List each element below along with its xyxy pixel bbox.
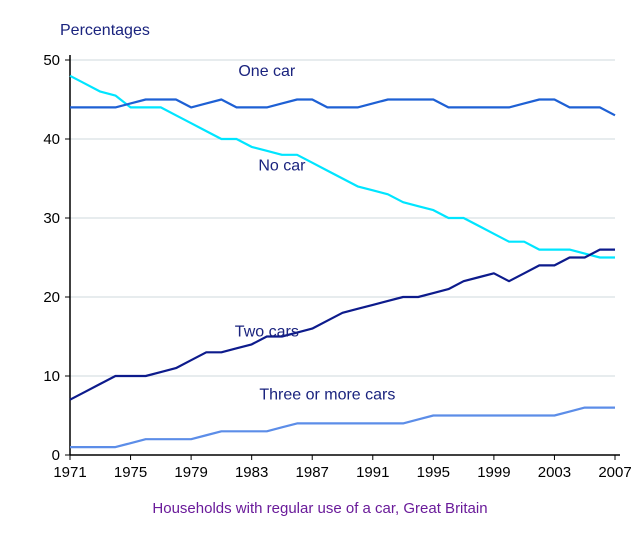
series-three-or-more-cars bbox=[70, 408, 615, 448]
x-tick-label: 1991 bbox=[356, 464, 389, 481]
series-label-two-cars: Two cars bbox=[235, 324, 299, 341]
y-axis-title: Percentages bbox=[60, 22, 150, 40]
y-tick-label: 50 bbox=[43, 52, 60, 69]
series-label-no-car: No car bbox=[258, 158, 306, 175]
y-tick-label: 40 bbox=[43, 131, 60, 148]
series-label-three-or-more-cars: Three or more cars bbox=[259, 387, 395, 404]
x-tick-label: 1999 bbox=[477, 464, 510, 481]
x-tick-label: 2003 bbox=[538, 464, 571, 481]
x-tick-label: 1979 bbox=[174, 464, 207, 481]
x-tick-label: 1983 bbox=[235, 464, 268, 481]
y-tick-label: 20 bbox=[43, 289, 60, 306]
x-tick-label: 1995 bbox=[417, 464, 450, 481]
chart-container: Percentages 0 10 20 30 40 50 1971 1975 1979 1983 1… bbox=[0, 0, 640, 539]
x-tick-label: 1975 bbox=[114, 464, 147, 481]
series-two-cars bbox=[70, 250, 615, 400]
chart-svg: 0 10 20 30 40 50 1971 1975 1979 1983 1987 1991 1995 1… bbox=[0, 0, 640, 500]
chart-caption: Households with regular use of a car, Gr… bbox=[0, 500, 640, 517]
x-tick-label: 2007 bbox=[598, 464, 631, 481]
y-tick-label: 10 bbox=[43, 368, 60, 385]
y-tick-label: 30 bbox=[43, 210, 60, 227]
x-tick-label: 1987 bbox=[296, 464, 329, 481]
x-tick-label: 1971 bbox=[53, 464, 86, 481]
y-tick-label: 0 bbox=[52, 447, 60, 464]
series-no-car bbox=[70, 76, 615, 258]
series-label-one-car: One car bbox=[238, 63, 296, 80]
